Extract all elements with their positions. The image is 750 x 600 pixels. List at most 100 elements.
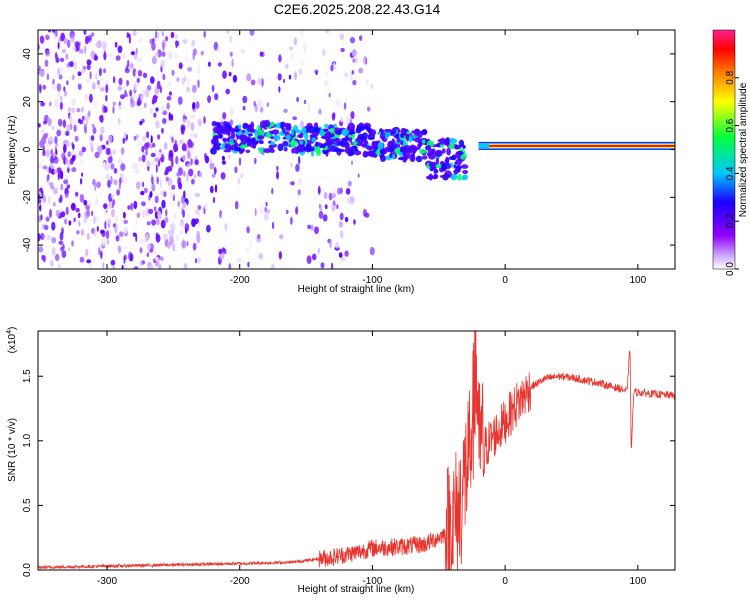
noise-blob <box>74 135 79 142</box>
noise-blob <box>194 133 197 139</box>
noise-blob <box>203 152 208 160</box>
noise-blob <box>65 53 69 60</box>
noise-blob <box>261 78 264 87</box>
noise-blob <box>142 181 145 188</box>
noise-blob <box>86 64 91 71</box>
noise-blob <box>81 106 84 113</box>
noise-blob <box>143 102 147 109</box>
noise-blob <box>323 192 328 200</box>
noise-blob <box>68 114 72 122</box>
signal-blob <box>460 164 469 169</box>
noise-blob <box>79 159 84 165</box>
noise-blob <box>338 252 343 258</box>
signal-blob <box>451 154 457 161</box>
noise-blob <box>43 132 49 139</box>
x-tick-label: 100 <box>629 576 646 587</box>
noise-blob <box>127 59 130 68</box>
noise-blob <box>123 256 126 264</box>
noise-blob <box>122 52 126 59</box>
noise-blob <box>68 220 72 226</box>
noise-blob <box>199 172 203 178</box>
noise-blob <box>49 208 52 218</box>
signal-blob <box>369 129 377 136</box>
noise-blob <box>86 232 90 241</box>
noise-blob <box>204 202 208 210</box>
noise-blob <box>220 172 226 180</box>
noise-blob <box>258 253 264 260</box>
noise-blob <box>191 178 195 185</box>
noise-blob <box>203 116 206 124</box>
noise-blob <box>51 246 56 256</box>
signal-blob <box>320 135 328 139</box>
noise-blob <box>176 140 181 147</box>
signal-blob <box>290 128 295 136</box>
noise-blob <box>182 209 186 218</box>
noise-blob <box>142 72 148 79</box>
signal-blob <box>212 145 219 149</box>
noise-blob <box>78 49 84 54</box>
noise-blob <box>156 217 160 226</box>
noise-blob <box>38 123 41 128</box>
noise-blob <box>222 112 227 120</box>
noise-blob <box>84 35 89 45</box>
signal-blob <box>458 139 465 148</box>
noise-blob <box>228 262 232 269</box>
colorbar-tick-label: 0.2 <box>725 214 736 228</box>
noise-blob <box>237 177 241 185</box>
noise-blob <box>145 234 149 243</box>
noise-blob <box>141 238 146 243</box>
noise-blob <box>347 196 350 205</box>
noise-blob <box>191 39 196 47</box>
noise-blob <box>89 140 94 150</box>
noise-blob <box>330 64 334 72</box>
noise-blob <box>257 99 263 108</box>
noise-blob <box>149 76 155 84</box>
noise-blob <box>154 35 158 43</box>
colorbar-tick-label: 0.4 <box>725 166 736 180</box>
noise-blob <box>344 72 349 78</box>
signal-blob <box>421 129 428 135</box>
noise-blob <box>132 30 137 37</box>
noise-blob <box>117 86 122 91</box>
noise-blob <box>173 213 177 219</box>
signal-blob <box>294 129 303 134</box>
noise-blob <box>39 70 45 77</box>
noise-blob <box>151 176 154 185</box>
signal-blob <box>257 124 261 132</box>
noise-blob <box>112 76 116 84</box>
noise-blob <box>142 135 147 142</box>
noise-blob <box>182 154 186 161</box>
noise-blob <box>168 51 173 60</box>
noise-blob <box>119 173 124 178</box>
noise-blob <box>155 233 161 243</box>
noise-blob <box>149 107 153 115</box>
noise-blob <box>115 55 121 61</box>
noise-blob <box>154 195 159 204</box>
noise-blob <box>265 209 270 214</box>
noise-blob <box>234 166 238 174</box>
signal-blob <box>408 135 413 143</box>
noise-blob <box>156 31 160 39</box>
noise-blob <box>318 108 322 115</box>
noise-blob <box>99 134 103 142</box>
signal-blob <box>334 137 341 143</box>
noise-blob <box>144 88 150 98</box>
noise-blob <box>331 205 336 212</box>
noise-blob <box>153 112 157 118</box>
noise-blob <box>97 79 100 85</box>
signal-blob <box>362 139 367 143</box>
signal-blob <box>410 144 415 149</box>
noise-blob <box>307 224 311 230</box>
noise-blob <box>178 96 183 105</box>
signal-blob <box>269 148 275 153</box>
noise-blob <box>124 227 128 234</box>
noise-blob <box>324 80 329 86</box>
noise-blob <box>95 42 99 48</box>
noise-blob <box>124 67 130 74</box>
snr-y-multiplier-exponent: 4 <box>6 330 13 334</box>
noise-blob <box>50 260 54 267</box>
noise-blob <box>298 155 301 165</box>
noise-blob <box>105 147 111 156</box>
signal-blob <box>453 164 457 169</box>
